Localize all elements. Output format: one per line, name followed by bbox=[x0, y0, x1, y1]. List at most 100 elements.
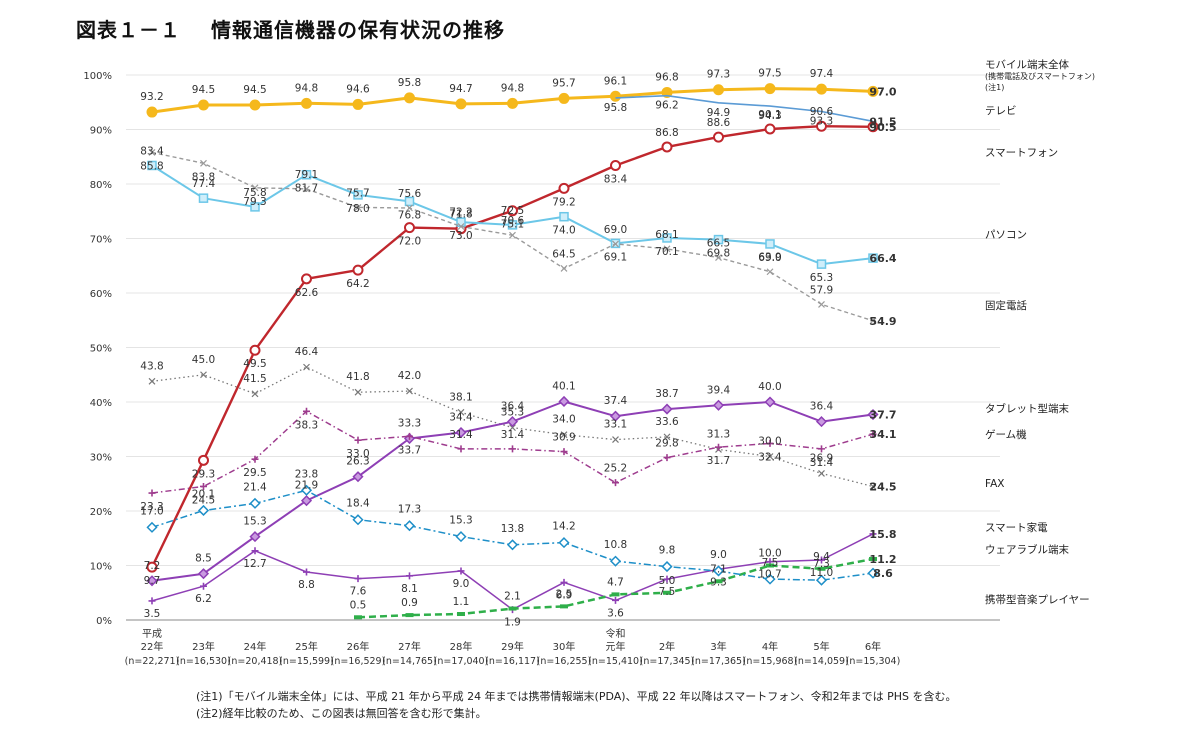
marker-music_player bbox=[815, 574, 828, 586]
data-label-fax: 33.6 bbox=[655, 416, 679, 428]
data-labels: 93.2 94.5 94.5 94.8 94.6 95.8 94.7 94.8 95.7 96.1… bbox=[140, 68, 897, 629]
data-label-pc: 81.7 bbox=[295, 183, 318, 195]
marker-sp_speaker bbox=[818, 556, 825, 564]
data-label-mobile_all: 97.5 bbox=[758, 68, 781, 80]
data-label-tablet: 36.4 bbox=[501, 401, 525, 413]
series-name-sub-mobile_all: (携帯電話及びスマートフォン) bbox=[985, 71, 1095, 81]
marker-tablet bbox=[300, 495, 313, 507]
marker-pc bbox=[662, 233, 672, 243]
marker-tablet bbox=[558, 395, 570, 408]
series-name-fax: FAX bbox=[985, 478, 1004, 490]
y-tick-label: 90% bbox=[90, 126, 112, 137]
marker-game bbox=[818, 445, 825, 453]
data-label-fixed_phone: 72.2 bbox=[449, 207, 472, 219]
data-label-wearable: 7.1 bbox=[710, 563, 727, 575]
data-label-wearable: 10.0 bbox=[758, 548, 781, 560]
series-name-music_player: 携帯型音楽プレイヤー bbox=[985, 593, 1090, 606]
marker-game bbox=[148, 489, 156, 497]
x-tick-label: 28年 bbox=[450, 640, 473, 653]
x-sample-size: (n=16,529) bbox=[331, 656, 386, 667]
marker-tablet bbox=[197, 568, 210, 580]
y-tick-label: 20% bbox=[90, 507, 112, 518]
marker-wearable bbox=[560, 604, 568, 609]
marker-music_player bbox=[661, 561, 673, 573]
marker-wearable bbox=[766, 563, 774, 568]
x-era-label: 平成 bbox=[142, 628, 162, 640]
x-tick-label: 3年 bbox=[710, 640, 726, 653]
data-label-sp_speaker: 12.7 bbox=[243, 558, 266, 570]
marker-fixed_phone bbox=[509, 231, 516, 239]
marker-fax bbox=[406, 387, 413, 395]
marker-sp_speaker bbox=[200, 582, 207, 590]
data-label-fixed_phone: 66.5 bbox=[707, 238, 730, 250]
data-label-tv: 94.3 bbox=[758, 110, 781, 122]
series-name-game: ゲーム機 bbox=[985, 428, 1027, 441]
marker-wearable bbox=[354, 615, 362, 620]
data-label-sp_speaker: 9.3 bbox=[710, 576, 727, 588]
marker-fax bbox=[560, 431, 568, 439]
marker-fax bbox=[303, 363, 310, 371]
marker-fax bbox=[612, 436, 619, 444]
marker-music_player bbox=[300, 484, 313, 496]
marker-mobile_all bbox=[867, 85, 879, 97]
x-tick-label: 2年 bbox=[659, 640, 675, 653]
marker-tablet bbox=[506, 416, 519, 428]
data-label-game: 29.8 bbox=[655, 438, 678, 450]
data-label-smartphone: 75.1 bbox=[501, 219, 524, 231]
series-name-wearable: ウェアラブル端末 bbox=[985, 543, 1069, 556]
marker-game bbox=[509, 445, 516, 453]
data-label-mobile_all: 94.7 bbox=[449, 83, 472, 95]
marker-smartphone bbox=[764, 123, 776, 135]
data-label-music_player: 17.3 bbox=[398, 504, 421, 516]
y-tick-label: 50% bbox=[90, 344, 112, 355]
x-sample-size: (n=17,365) bbox=[691, 656, 746, 667]
data-label-music_player: 17.0 bbox=[140, 505, 163, 517]
data-label-smartphone: 62.6 bbox=[295, 287, 319, 299]
marker-tablet bbox=[712, 399, 725, 411]
marker-game bbox=[303, 407, 310, 415]
marker-fax bbox=[200, 371, 207, 379]
marker-fixed_phone bbox=[251, 184, 259, 192]
data-label-fax: 33.1 bbox=[604, 419, 627, 431]
marker-mobile_all bbox=[610, 90, 621, 102]
series-name-smartphone: スマートフォン bbox=[985, 147, 1058, 159]
marker-wearable bbox=[869, 556, 877, 561]
marker-sp_speaker bbox=[560, 578, 568, 586]
y-tick-label: 0% bbox=[96, 616, 112, 627]
data-label-wearable: 4.7 bbox=[607, 576, 624, 588]
data-label-sp_speaker: 8.8 bbox=[298, 579, 315, 591]
chart-title: 情報通信機器の保有状況の推移 bbox=[211, 18, 505, 42]
x-sample-size: (n=15,599) bbox=[279, 656, 334, 667]
marker-fixed_phone bbox=[303, 185, 310, 193]
marker-music_player bbox=[712, 565, 725, 577]
marker-mobile_all bbox=[301, 97, 312, 109]
data-label-tv: 96.2 bbox=[655, 100, 678, 112]
data-label-fixed_phone: 54.9 bbox=[869, 315, 896, 328]
data-label-mobile_all: 97.3 bbox=[707, 69, 730, 81]
series-lines bbox=[146, 83, 879, 620]
x-era-label: 令和 bbox=[606, 627, 626, 640]
marker-music_player bbox=[764, 573, 776, 585]
data-label-pc: 75.8 bbox=[243, 187, 266, 199]
series-names: モバイル端末全体(携帯電話及びスマートフォン)(注1) テレビスマートフォンパソコ… bbox=[985, 58, 1095, 606]
y-tick-label: 80% bbox=[90, 180, 112, 191]
data-label-game: 31.4 bbox=[501, 429, 525, 441]
data-label-music_player: 8.6 bbox=[873, 567, 893, 580]
data-label-smartphone: 9.7 bbox=[144, 575, 161, 587]
data-label-mobile_all: 94.5 bbox=[192, 84, 215, 96]
x-tick-label: 4年 bbox=[762, 640, 778, 653]
data-label-fax: 46.4 bbox=[295, 346, 319, 358]
series-name-tv: テレビ bbox=[985, 105, 1017, 117]
marker-music_player bbox=[403, 520, 416, 532]
data-label-wearable: 1.1 bbox=[453, 596, 470, 608]
marker-tablet bbox=[249, 531, 261, 543]
marker-sp_speaker bbox=[869, 530, 877, 538]
data-label-fax: 35.3 bbox=[501, 407, 524, 419]
x-sample-size: (n=22,271) bbox=[125, 656, 180, 667]
marker-tablet bbox=[352, 471, 364, 483]
data-label-tablet: 7.2 bbox=[144, 560, 161, 572]
marker-sp_speaker bbox=[354, 575, 362, 583]
marker-smartphone bbox=[404, 222, 415, 234]
marker-tablet bbox=[764, 396, 776, 408]
